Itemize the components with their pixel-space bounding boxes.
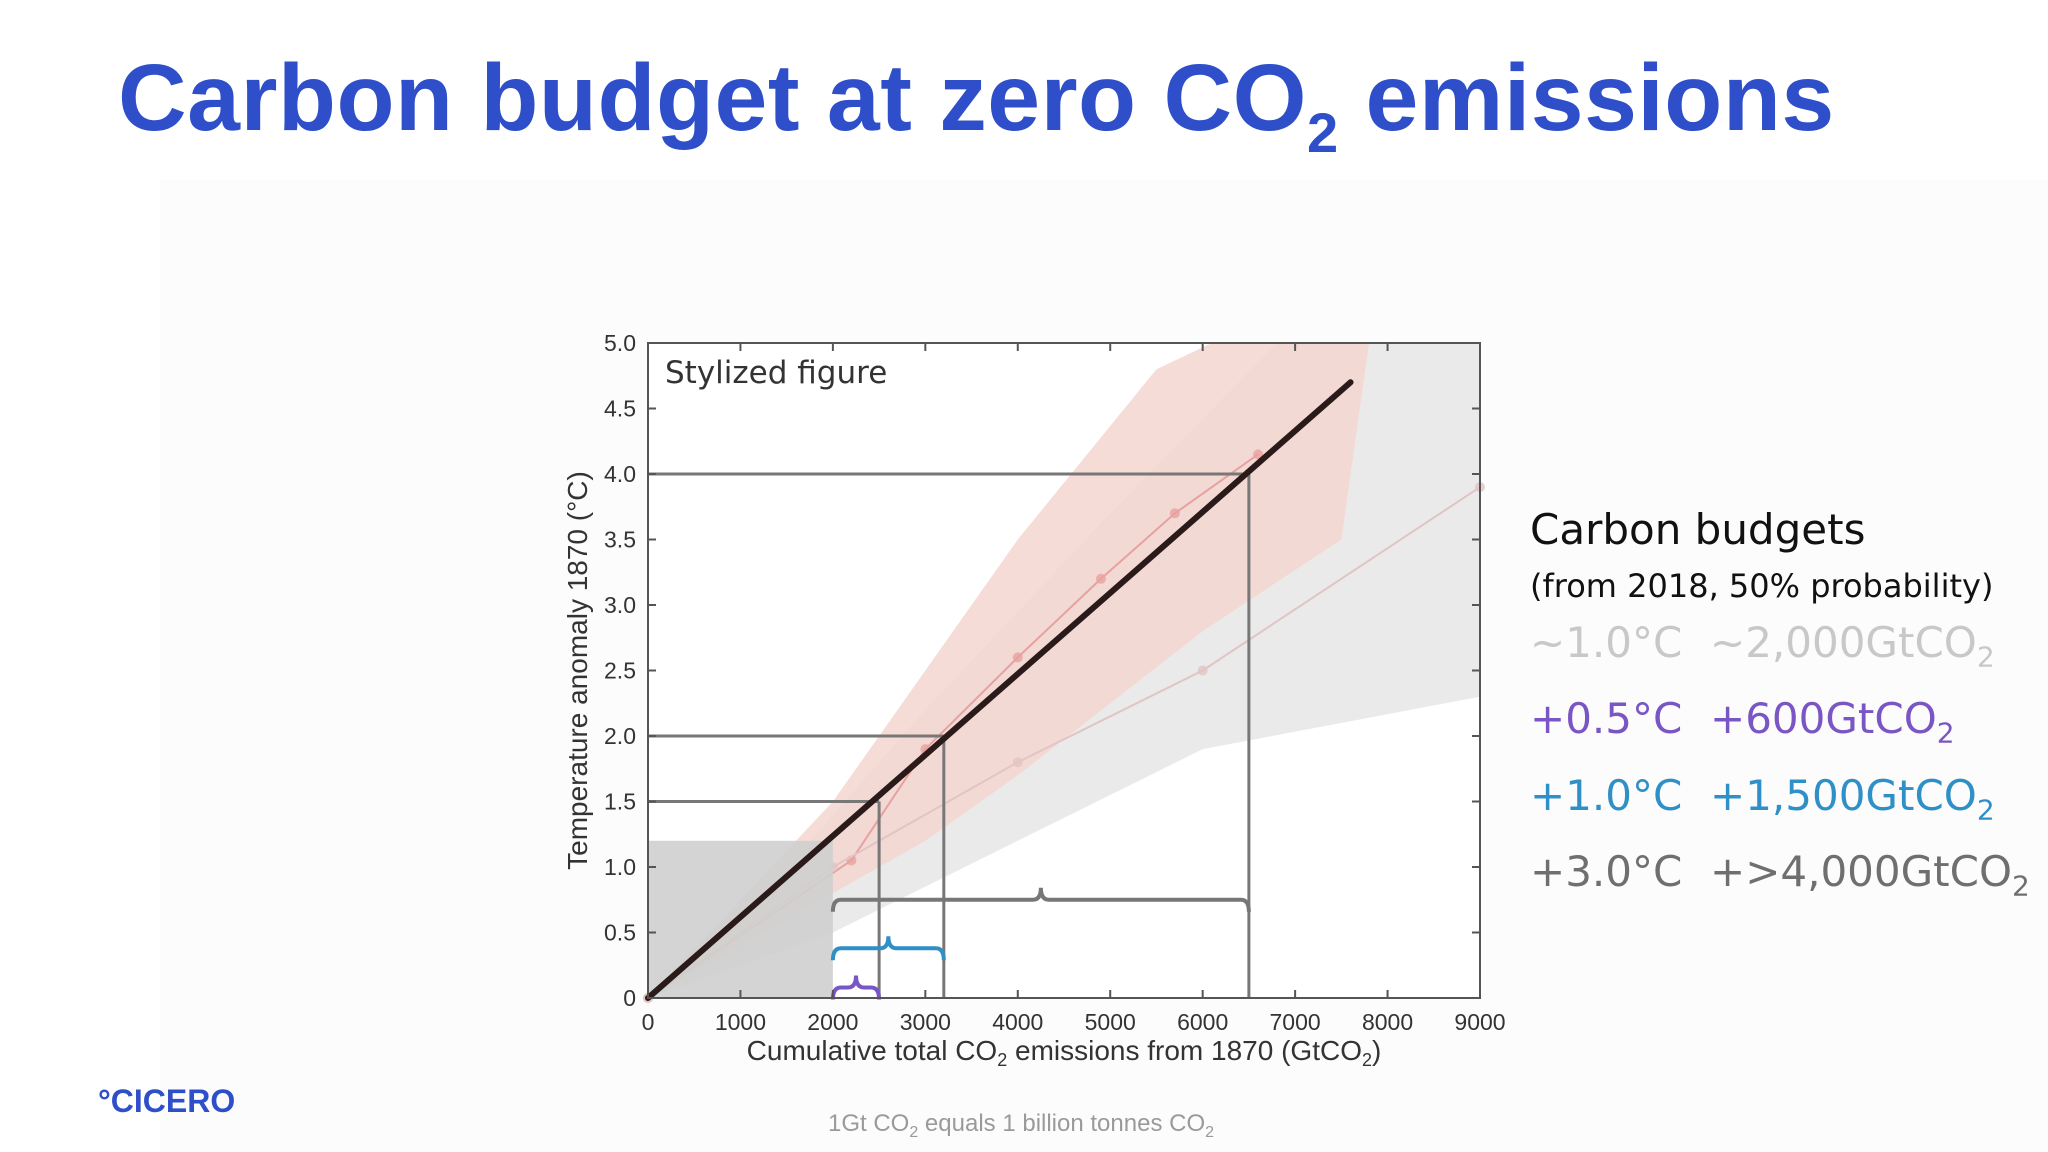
uncertainty-band — [648, 343, 1370, 998]
trajectory-point — [1012, 652, 1023, 663]
legend-subtitle: (from 2018, 50% probability) — [1530, 567, 1994, 605]
x-tick-label: 3000 — [900, 1009, 951, 1035]
y-tick-label: 2.0 — [604, 723, 636, 749]
trajectory-point — [1169, 508, 1180, 519]
legend-temp: +0.5°C — [1530, 694, 1683, 744]
legend-amount: +1,500GtCO2 — [1710, 770, 1995, 827]
budget-brace — [830, 936, 946, 961]
x-tick-label: 8000 — [1362, 1009, 1413, 1035]
x-tick-label: 4000 — [992, 1009, 1043, 1035]
legend-title: Carbon budgets — [1530, 505, 1866, 554]
y-tick-label: 3.5 — [604, 527, 636, 553]
legend-row: +1.0°C +1,500GtCO2 — [1530, 765, 2030, 841]
main-series-line — [645, 379, 1354, 1001]
footnote: 1Gt CO2 equals 1 billion tonnes CO2 — [828, 1110, 1215, 1141]
y-tick-label: 2.5 — [604, 658, 636, 684]
y-tick-label: 4.0 — [604, 461, 636, 487]
y-tick-label: 4.5 — [604, 396, 636, 422]
trajectory-point — [1095, 573, 1106, 584]
x-tick-label: 6000 — [1177, 1009, 1228, 1035]
legend-amount: +>4,000GtCO2 — [1710, 847, 2030, 903]
stylized-figure-annotation: Stylized figure — [665, 355, 887, 391]
x-tick-label: 0 — [642, 1009, 655, 1035]
trajectory-point — [1253, 449, 1264, 460]
x-tick-label: 2000 — [807, 1009, 858, 1035]
legend-temp: +1.0°C — [1530, 770, 1683, 820]
legend-temp: +3.0°C — [1530, 847, 1683, 897]
legend-temp: ~1.0°C — [1530, 618, 1683, 667]
legend-row: +3.0°C +>4,000GtCO2 — [1530, 841, 2030, 917]
y-axis-label: Temperature anomaly 1870 (°C) — [562, 471, 593, 870]
x-tick-label: 7000 — [1270, 1009, 1321, 1035]
legend-row: ~1.0°C ~2,000GtCO2 — [1530, 612, 2030, 688]
y-tick-label: 3.0 — [604, 592, 636, 618]
x-tick-label: 5000 — [1085, 1009, 1136, 1035]
x-tick-label: 9000 — [1454, 1009, 1505, 1035]
y-tick-label: 5.0 — [604, 330, 636, 356]
legend-amount: +600GtCO2 — [1710, 694, 1955, 750]
carbon-budgets-legend: Carbon budgets (from 2018, 50% probabili… — [1530, 500, 2030, 918]
trajectory-point — [1197, 665, 1208, 676]
trajectory-point — [1012, 757, 1023, 768]
slide-title: Carbon budget at zero CO2 emissions — [118, 45, 1835, 164]
y-tick-label: 0 — [623, 985, 636, 1011]
x-axis-label: Cumulative total CO2 emissions from 1870… — [747, 1035, 1382, 1070]
budget-brace — [830, 887, 1251, 912]
legend-amount: ~2,000GtCO2 — [1710, 618, 1995, 674]
y-tick-label: 1.0 — [604, 854, 636, 880]
y-tick-label: 0.5 — [604, 920, 636, 946]
y-tick-label: 1.5 — [604, 789, 636, 815]
x-tick-label: 1000 — [715, 1009, 766, 1035]
cicero-logo: °CICERO — [98, 1083, 236, 1119]
legend-row: +0.5°C +600GtCO2 — [1530, 688, 2030, 764]
budget-brace — [830, 975, 882, 1000]
